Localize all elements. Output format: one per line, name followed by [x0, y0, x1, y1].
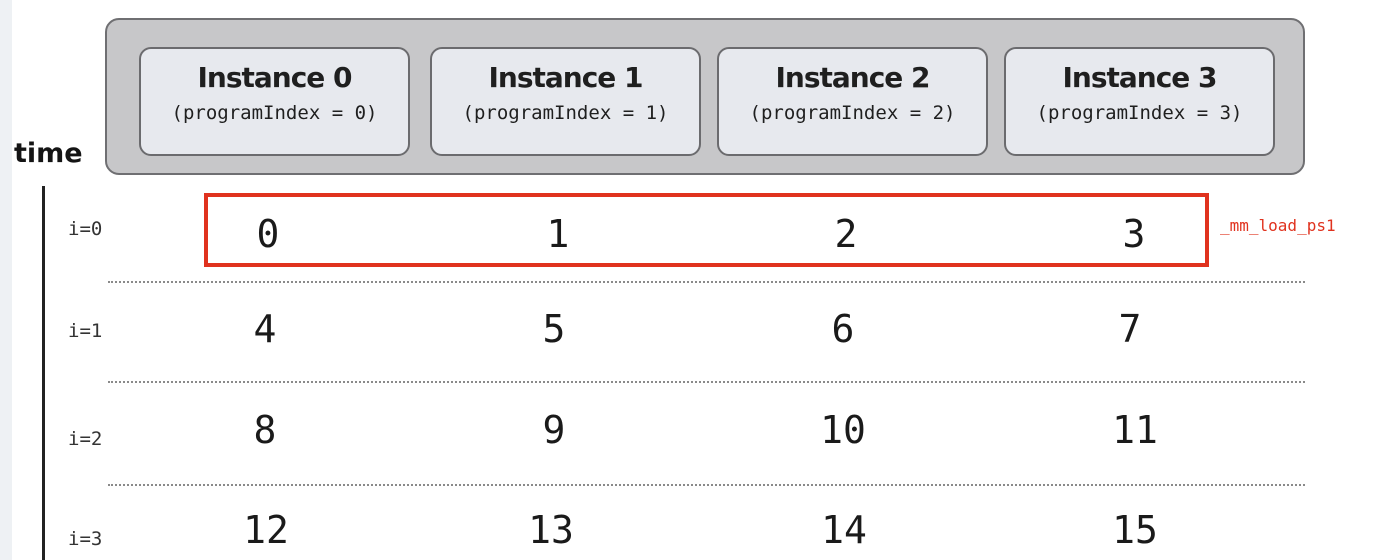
- cell-value: 5: [542, 307, 566, 351]
- cell-value: 8: [253, 408, 277, 452]
- row-label-i1: i=1: [68, 320, 103, 342]
- instance-box-3: Instance 3 (programIndex = 3): [1004, 47, 1275, 156]
- instance-title: Instance 1: [488, 61, 643, 94]
- instance-program-index: (programIndex = 0): [171, 102, 378, 124]
- cell-value: 9: [542, 408, 566, 452]
- instances-panel: Instance 0 (programIndex = 0) Instance 1…: [105, 18, 1305, 175]
- row-label-i2: i=2: [68, 428, 103, 450]
- instance-title: Instance 2: [775, 61, 930, 94]
- cell-value: 15: [1112, 508, 1158, 552]
- cell-value: 0: [256, 212, 280, 256]
- instance-program-index: (programIndex = 1): [462, 102, 669, 124]
- time-axis-line: [42, 186, 45, 560]
- instance-program-index: (programIndex = 3): [1036, 102, 1243, 124]
- row-label-i3: i=3: [68, 528, 103, 550]
- cell-value: 13: [528, 508, 574, 552]
- row-divider: [108, 484, 1305, 486]
- row-label-i0: i=0: [68, 218, 103, 240]
- instance-program-index: (programIndex = 2): [749, 102, 956, 124]
- cell-value: 1: [546, 212, 570, 256]
- cell-value: 11: [1112, 408, 1158, 452]
- instance-box-2: Instance 2 (programIndex = 2): [717, 47, 988, 156]
- cell-value: 14: [821, 508, 867, 552]
- time-axis-label: time: [14, 138, 83, 169]
- row-divider: [108, 381, 1305, 383]
- cell-value: 3: [1122, 212, 1146, 256]
- cell-value: 7: [1118, 307, 1142, 351]
- instance-box-0: Instance 0 (programIndex = 0): [139, 47, 410, 156]
- load-instruction-label: _mm_load_ps1: [1220, 216, 1336, 235]
- instance-box-1: Instance 1 (programIndex = 1): [430, 47, 701, 156]
- cell-value: 10: [820, 408, 866, 452]
- cell-value: 2: [834, 212, 858, 256]
- cell-value: 4: [253, 307, 277, 351]
- instance-title: Instance 0: [197, 61, 352, 94]
- cell-value: 12: [243, 508, 289, 552]
- left-edge-strip: [0, 0, 12, 560]
- instance-title: Instance 3: [1062, 61, 1217, 94]
- row-divider: [108, 281, 1305, 283]
- load-highlight-box: [204, 193, 1209, 267]
- cell-value: 6: [831, 307, 855, 351]
